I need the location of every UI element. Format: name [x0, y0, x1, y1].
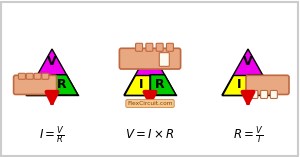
Text: R: R [154, 78, 164, 91]
FancyBboxPatch shape [246, 75, 289, 95]
Polygon shape [222, 49, 274, 95]
FancyBboxPatch shape [14, 75, 57, 95]
FancyBboxPatch shape [261, 90, 268, 98]
FancyBboxPatch shape [159, 53, 169, 66]
Text: R: R [56, 78, 66, 91]
FancyBboxPatch shape [42, 73, 49, 79]
Polygon shape [222, 75, 248, 95]
Text: V: V [47, 55, 57, 68]
Polygon shape [248, 75, 274, 95]
FancyBboxPatch shape [270, 90, 278, 98]
Polygon shape [26, 75, 52, 95]
FancyBboxPatch shape [1, 2, 298, 156]
Text: $I = \frac{V}{R}$: $I = \frac{V}{R}$ [39, 124, 65, 146]
Polygon shape [26, 49, 78, 95]
Text: I: I [138, 78, 143, 91]
FancyBboxPatch shape [167, 43, 173, 51]
FancyBboxPatch shape [34, 73, 41, 79]
FancyBboxPatch shape [136, 43, 142, 51]
Text: V: V [243, 55, 253, 68]
Text: $V = I \times R$: $V = I \times R$ [125, 128, 175, 141]
FancyBboxPatch shape [119, 48, 181, 69]
FancyBboxPatch shape [156, 43, 163, 51]
Polygon shape [124, 49, 176, 95]
Polygon shape [124, 75, 150, 95]
Text: I: I [236, 78, 241, 91]
FancyBboxPatch shape [19, 73, 26, 79]
Polygon shape [150, 75, 176, 95]
Text: $R = \frac{V}{I}$: $R = \frac{V}{I}$ [232, 124, 263, 146]
Polygon shape [52, 75, 78, 95]
Text: FlexCircuit.com: FlexCircuit.com [127, 101, 173, 106]
FancyBboxPatch shape [26, 73, 33, 79]
FancyBboxPatch shape [146, 43, 153, 51]
FancyBboxPatch shape [251, 90, 258, 98]
